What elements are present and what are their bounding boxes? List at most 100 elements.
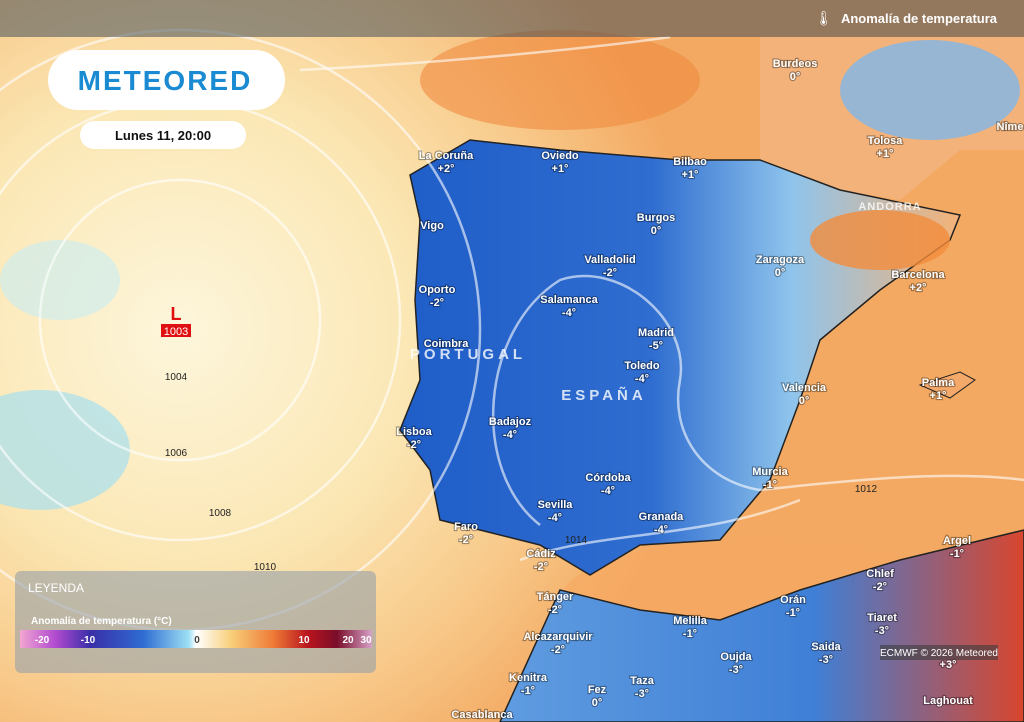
city-name: Melilla bbox=[673, 615, 708, 627]
credit-box bbox=[880, 645, 998, 660]
city-name: Chlef bbox=[866, 568, 894, 580]
city-name: Sevilla bbox=[538, 499, 574, 511]
city-name: Argel bbox=[943, 535, 971, 547]
isobar-label: 1006 bbox=[165, 448, 188, 459]
top-bar bbox=[0, 0, 1024, 37]
city-anomaly: 0° bbox=[592, 697, 603, 709]
date: Lunes 11, 20:00 bbox=[115, 128, 211, 143]
city-name: Salamanca bbox=[540, 294, 598, 306]
city-name: Orán bbox=[780, 594, 806, 606]
city-name: Burgos bbox=[637, 212, 676, 224]
city-anomaly: 0° bbox=[790, 71, 801, 83]
city-name: Valencia bbox=[782, 382, 827, 394]
city-name: Oporto bbox=[419, 284, 456, 296]
city-anomaly: -1° bbox=[521, 685, 535, 697]
city-anomaly: 0° bbox=[775, 267, 786, 279]
city-anomaly: -4° bbox=[635, 373, 649, 385]
country-label: ESPAÑA bbox=[561, 386, 646, 404]
city-name: Oviedo bbox=[541, 150, 579, 162]
city-anomaly: +1° bbox=[682, 169, 699, 181]
city-name: Toledo bbox=[624, 360, 660, 372]
city-anomaly: -4° bbox=[548, 512, 562, 524]
city-name: Barcelona bbox=[891, 269, 945, 281]
city-anomaly: -2° bbox=[534, 561, 548, 573]
low-symbol: L bbox=[171, 304, 182, 324]
city-anomaly: -1° bbox=[763, 479, 777, 491]
city-anomaly: 0° bbox=[651, 225, 662, 237]
city-anomaly: -1° bbox=[683, 628, 697, 640]
isobar-label: 1014 bbox=[565, 535, 588, 546]
date-pill bbox=[80, 121, 246, 149]
warm-patch bbox=[420, 30, 700, 130]
cold-patch bbox=[0, 390, 130, 510]
city-name: Laghouat bbox=[923, 695, 973, 707]
city-anomaly: -2° bbox=[873, 581, 887, 593]
city-name: Cádiz bbox=[526, 548, 556, 560]
country-label: ANDORRA bbox=[858, 201, 921, 213]
city-anomaly: -4° bbox=[503, 429, 517, 441]
isobar-label: 1012 bbox=[855, 484, 878, 495]
isobar-label: 1008 bbox=[209, 508, 232, 519]
legend-tick-label: -20 bbox=[35, 635, 50, 646]
low-box bbox=[161, 324, 191, 337]
city-name: Saida bbox=[811, 641, 841, 653]
credit: ECMWF © 2026 Meteored bbox=[880, 648, 998, 659]
legend-tick-label: 20 bbox=[342, 635, 354, 646]
city-anomaly: -3° bbox=[875, 625, 889, 637]
city-name: Murcia bbox=[752, 466, 788, 478]
city-anomaly: -2° bbox=[459, 534, 473, 546]
city-anomaly: +1° bbox=[877, 148, 894, 160]
layer-title: Anomalía de temperatura bbox=[841, 11, 998, 26]
legend-tick-label: -10 bbox=[81, 635, 96, 646]
city-name: Faro bbox=[454, 521, 478, 533]
city-name: Granada bbox=[639, 511, 685, 523]
city-name: Córdoba bbox=[585, 472, 631, 484]
warm-patch bbox=[810, 210, 950, 270]
city-name: Madrid bbox=[638, 327, 674, 339]
legend-title: LEYENDA bbox=[28, 581, 84, 595]
city-anomaly: -3° bbox=[819, 654, 833, 666]
north-africa bbox=[499, 529, 1024, 722]
city-anomaly: -4° bbox=[601, 485, 615, 497]
city-anomaly: -2° bbox=[551, 644, 565, 656]
thermometer-icon: 🌡 bbox=[815, 10, 833, 26]
low-pressure: 1003 bbox=[164, 326, 188, 338]
mallorca bbox=[918, 371, 976, 399]
city-anomaly: -3° bbox=[635, 688, 649, 700]
legend-tick-label: 10 bbox=[298, 635, 310, 646]
logo: METEORED bbox=[78, 65, 253, 96]
city-name: Bilbao bbox=[673, 156, 707, 168]
city-anomaly: -3° bbox=[729, 664, 743, 676]
city-name: Fez bbox=[588, 684, 607, 696]
city-name: Taza bbox=[630, 675, 655, 687]
city-name: Coimbra bbox=[424, 338, 470, 350]
city-name: Vigo bbox=[420, 220, 444, 232]
city-anomaly: -5° bbox=[649, 340, 663, 352]
city-anomaly: -2° bbox=[407, 439, 421, 451]
city-anomaly: +1° bbox=[930, 390, 947, 402]
city-anomaly: -1° bbox=[786, 607, 800, 619]
legend-tick-label: 0 bbox=[194, 635, 200, 646]
city-anomaly: -2° bbox=[548, 604, 562, 616]
city-anomaly: +2° bbox=[438, 163, 455, 175]
legend-colorbar bbox=[20, 630, 372, 648]
city-anomaly: 0° bbox=[799, 395, 810, 407]
cold-patch bbox=[840, 40, 1020, 140]
city-name: Casablanca bbox=[451, 709, 513, 721]
city-anomaly: -4° bbox=[654, 524, 668, 536]
city-name: Zaragoza bbox=[756, 254, 805, 266]
legend-tick-label: 30 bbox=[360, 635, 372, 646]
city-anomaly: +2° bbox=[910, 282, 927, 294]
city-anomaly: +1° bbox=[552, 163, 569, 175]
city-name: La Coruña bbox=[419, 150, 474, 162]
city-name: Nîme bbox=[997, 121, 1024, 133]
city-name: Valladolid bbox=[584, 254, 635, 266]
city-anomaly: +3° bbox=[940, 659, 957, 671]
cold-patch bbox=[0, 240, 120, 320]
isobar-label: 1004 bbox=[165, 372, 188, 383]
city-name: Badajoz bbox=[489, 416, 532, 428]
city-anomaly: -1° bbox=[950, 548, 964, 560]
city-name: Tolosa bbox=[868, 135, 904, 147]
city-name: Alcazarquivir bbox=[523, 631, 593, 643]
